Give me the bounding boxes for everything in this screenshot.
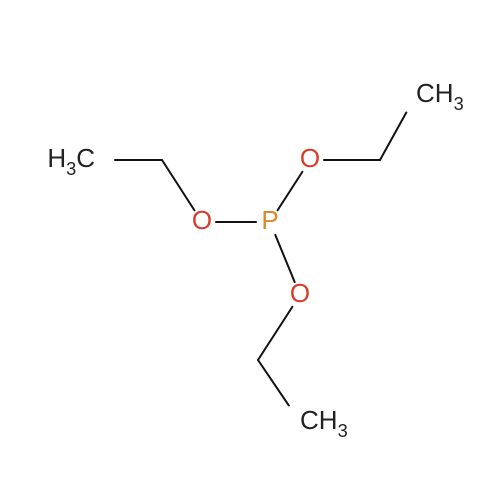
atom-label-O1: O (300, 143, 320, 173)
atom-label-C3b: CH3 (300, 405, 348, 441)
atoms-layer: P O O O CH3 H3C CH3 (47, 78, 463, 441)
bond-C1a-C1b (380, 112, 406, 160)
bond-P-O1 (278, 172, 303, 210)
atom-label-C1b: CH3 (416, 78, 464, 114)
chemical-structure-diagram: P O O O CH3 H3C CH3 (0, 0, 500, 500)
bond-O3-C3a (258, 307, 292, 360)
atom-label-C2b: H3C (47, 143, 95, 179)
atom-label-P: P (261, 205, 278, 235)
atom-label-O2: O (192, 205, 212, 235)
atom-label-O3: O (290, 278, 310, 308)
bond-C3a-C3b (258, 360, 289, 405)
bonds-layer (115, 112, 406, 405)
bond-O2-C2a (162, 160, 194, 210)
bond-P-O3 (275, 235, 294, 282)
